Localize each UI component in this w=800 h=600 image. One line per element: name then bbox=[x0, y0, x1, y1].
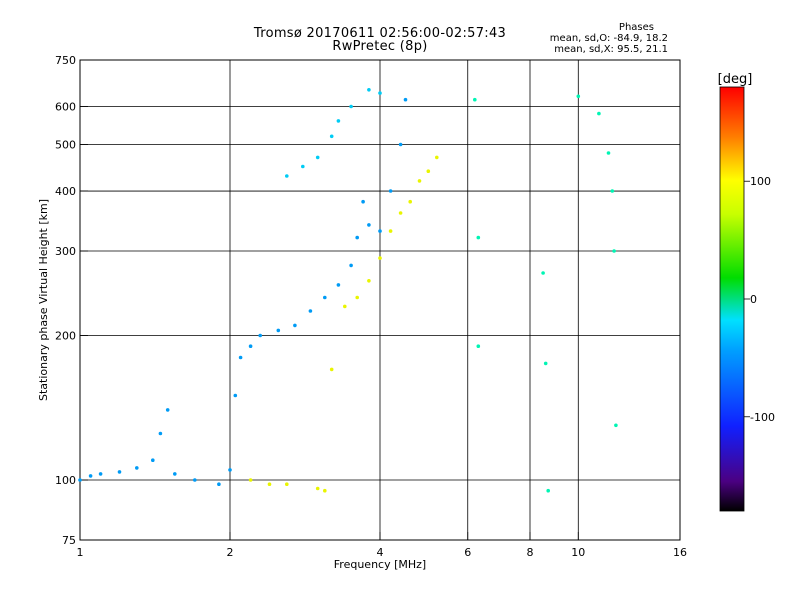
y-axis-label: Stationary phase Virtual Height [km] bbox=[37, 199, 50, 401]
y-tick-label: 500 bbox=[55, 139, 76, 152]
data-point bbox=[329, 367, 334, 372]
phase-o-stats: mean, sd,O: -84.9, 18.2 bbox=[549, 33, 668, 44]
data-point bbox=[476, 344, 481, 349]
data-point bbox=[378, 229, 382, 233]
data-point bbox=[78, 478, 82, 482]
data-point bbox=[276, 328, 281, 333]
data-point bbox=[349, 263, 353, 268]
data-point bbox=[614, 423, 618, 428]
data-point bbox=[388, 189, 393, 193]
grid-lines bbox=[80, 60, 680, 540]
colorbar-tick-label: 100 bbox=[750, 175, 771, 188]
data-point bbox=[267, 482, 272, 487]
data-point bbox=[378, 256, 382, 260]
x-tick-label: 10 bbox=[571, 546, 585, 559]
data-point bbox=[323, 295, 327, 300]
data-point bbox=[597, 111, 601, 116]
data-point bbox=[238, 355, 243, 360]
data-point bbox=[258, 333, 263, 338]
data-point bbox=[233, 393, 238, 398]
x-tick-label: 6 bbox=[464, 546, 471, 559]
data-point bbox=[398, 142, 403, 147]
chart-title: Tromsø 20170611 02:56:00-02:57:43 bbox=[253, 26, 507, 41]
x-tick-label: 2 bbox=[227, 546, 234, 559]
data-point bbox=[403, 97, 408, 102]
data-point bbox=[285, 174, 289, 178]
colorbar bbox=[720, 87, 744, 511]
data-point bbox=[367, 223, 371, 227]
data-point bbox=[378, 91, 382, 95]
data-point bbox=[426, 169, 431, 173]
y-tick-label: 75 bbox=[62, 534, 76, 547]
y-tick-label: 200 bbox=[55, 330, 76, 343]
data-point bbox=[343, 304, 347, 309]
data-point bbox=[173, 472, 177, 476]
data-point bbox=[248, 344, 253, 349]
data-point bbox=[228, 468, 232, 472]
y-tick-label: 100 bbox=[55, 474, 76, 487]
colorbar-ticks: -100 0 100 bbox=[744, 175, 775, 424]
data-point bbox=[135, 466, 139, 470]
colorbar-label: [deg] bbox=[718, 72, 753, 87]
colorbar-tick-label: 0 bbox=[750, 293, 757, 306]
x-tick-label: 4 bbox=[377, 546, 384, 559]
data-point bbox=[308, 309, 313, 313]
y-tick-label: 300 bbox=[55, 245, 76, 258]
x-tick-label: 1 bbox=[77, 546, 84, 559]
data-point bbox=[117, 470, 122, 474]
data-point bbox=[315, 155, 320, 160]
data-point bbox=[417, 179, 422, 183]
data-points bbox=[78, 88, 618, 493]
data-point bbox=[367, 279, 371, 283]
data-point bbox=[329, 134, 334, 139]
data-point bbox=[88, 474, 93, 478]
data-point bbox=[323, 488, 327, 493]
data-point bbox=[336, 119, 341, 123]
data-point bbox=[301, 164, 305, 169]
data-point bbox=[98, 472, 103, 476]
data-point bbox=[546, 488, 550, 493]
colorbar-tick-label: -100 bbox=[750, 411, 775, 424]
axis-ticks: 1 2 4 6 8 10 16 75 100 200 300 400 500 600 750 bbox=[55, 54, 687, 559]
data-point bbox=[285, 482, 289, 487]
data-point bbox=[476, 235, 481, 240]
data-point bbox=[610, 189, 615, 193]
data-point bbox=[606, 151, 611, 155]
data-point bbox=[293, 323, 297, 328]
data-point bbox=[193, 478, 197, 482]
data-point bbox=[248, 478, 253, 482]
data-point bbox=[473, 97, 477, 102]
data-point bbox=[336, 283, 341, 287]
data-point bbox=[398, 211, 403, 215]
data-point bbox=[355, 295, 360, 300]
y-tick-label: 400 bbox=[55, 185, 76, 198]
data-point bbox=[435, 155, 439, 160]
phase-header: Phases bbox=[618, 22, 654, 33]
data-point bbox=[355, 235, 360, 240]
data-point bbox=[158, 431, 163, 436]
data-point bbox=[543, 361, 548, 366]
y-tick-label: 750 bbox=[55, 54, 76, 67]
x-axis-label: Frequency [MHz] bbox=[334, 558, 426, 571]
data-point bbox=[388, 229, 393, 233]
data-point bbox=[151, 458, 155, 463]
data-point bbox=[576, 94, 581, 99]
phase-x-stats: mean, sd,X: 95.5, 21.1 bbox=[554, 44, 668, 55]
data-point bbox=[408, 199, 413, 204]
data-point bbox=[217, 482, 221, 487]
x-tick-label: 16 bbox=[673, 546, 687, 559]
y-tick-label: 600 bbox=[55, 101, 76, 114]
data-point bbox=[612, 249, 616, 253]
data-point bbox=[361, 199, 365, 204]
x-tick-label: 8 bbox=[527, 546, 534, 559]
data-point bbox=[349, 104, 353, 109]
data-point bbox=[367, 88, 371, 92]
chart-subtitle: RwPretec (8p) bbox=[332, 39, 428, 54]
data-point bbox=[315, 486, 320, 491]
data-point bbox=[541, 271, 545, 275]
data-point bbox=[165, 408, 170, 412]
